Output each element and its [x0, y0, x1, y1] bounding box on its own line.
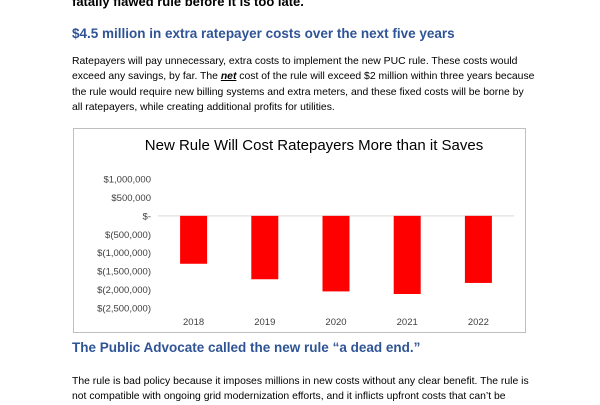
x-tick-label: 2019 — [254, 317, 275, 328]
y-tick-label: $500,000 — [111, 193, 151, 204]
bar-2018 — [180, 215, 208, 264]
bar-2022 — [464, 215, 492, 283]
paragraph-line: all ratepayers, while creating additiona… — [72, 102, 335, 114]
bar-2020 — [322, 215, 350, 292]
section-heading-public-advocate: The Public Advocate called the new rule … — [72, 340, 421, 355]
paragraph-text: cost of the rule will exceed $2 million … — [236, 71, 535, 83]
paragraph-line: the rule would require new billing syste… — [72, 86, 524, 98]
x-tick-label: 2020 — [325, 317, 346, 328]
paragraph-line: The rule is bad policy because it impose… — [72, 376, 529, 387]
section-heading-costs: $4.5 million in extra ratepayer costs ov… — [72, 26, 455, 41]
y-tick-label: $(1,000,000) — [97, 248, 151, 259]
previous-paragraph-end: fatally flawed rule before it is too lat… — [72, 0, 304, 9]
cost-chart: New Rule Will Cost Ratepayers More than … — [73, 128, 526, 333]
y-tick-label: $(1,500,000) — [97, 267, 151, 278]
y-tick-label: $(500,000) — [105, 230, 151, 241]
y-tick-label: $1,000,000 — [103, 175, 151, 186]
x-tick-label: 2021 — [397, 317, 418, 328]
paragraph-text: exceed any savings, by far. The — [72, 71, 221, 83]
bar-2019 — [251, 215, 279, 280]
chart-canvas: New Rule Will Cost Ratepayers More than … — [97, 137, 514, 328]
costs-paragraph: Ratepayers will pay unnecessary, extra c… — [72, 54, 542, 116]
chart-title: New Rule Will Cost Ratepayers More than … — [145, 137, 483, 154]
paragraph-line: exceed any savings, by far. The net cost… — [72, 69, 542, 84]
x-tick-label: 2018 — [183, 317, 204, 328]
x-tick-label: 2022 — [468, 317, 489, 328]
y-tick-label: $(2,500,000) — [97, 304, 151, 315]
paragraph-line: not compatible with ongoing grid moderni… — [72, 391, 506, 403]
y-tick-label: $(2,000,000) — [97, 285, 151, 296]
bar-2021 — [393, 215, 421, 294]
emphasis-net: net — [220, 71, 237, 83]
y-tick-label: $- — [143, 211, 151, 222]
paragraph-line: Ratepayers will pay unnecessary, extra c… — [72, 56, 518, 67]
policy-paragraph: The rule is bad policy because it impose… — [72, 374, 542, 405]
